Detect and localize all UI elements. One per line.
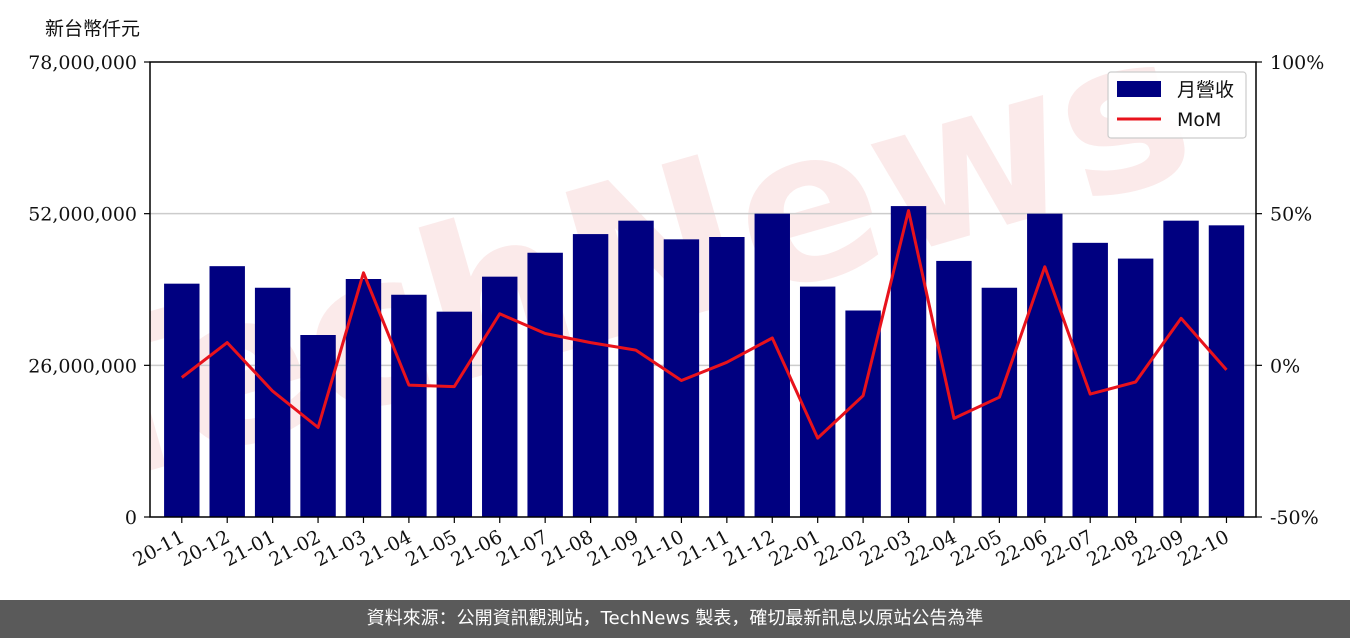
- revenue-bar: [1163, 220, 1199, 517]
- revenue-bar: [527, 252, 563, 517]
- revenue-bar: [709, 237, 745, 517]
- bar-series: [164, 206, 1245, 518]
- left-tick-label: 0: [125, 507, 137, 529]
- revenue-bar: [936, 260, 972, 517]
- revenue-chart: TechNews 026,000,00052,000,00078,000,000…: [28, 52, 1324, 571]
- left-tick-label: 78,000,000: [28, 52, 137, 74]
- revenue-bar: [1117, 258, 1154, 517]
- revenue-bar: [164, 283, 200, 517]
- line-series: [180, 209, 1228, 440]
- legend-label-revenue: 月營收: [1177, 79, 1234, 101]
- right-tick-label: -50%: [1270, 507, 1319, 529]
- right-tick-label: 50%: [1270, 204, 1312, 226]
- x-tick-label: 22-10: [1174, 526, 1233, 571]
- source-footer: 資料來源：公開資訊觀測站，TechNews 製表，確切最新訊息以原站公告為準: [0, 600, 1350, 638]
- left-tick-label: 26,000,000: [28, 355, 137, 377]
- revenue-bar: [345, 279, 382, 517]
- revenue-bar: [391, 294, 427, 517]
- y-axis-unit-label: 新台幣仟元: [45, 18, 141, 40]
- right-tick-label: 100%: [1270, 52, 1324, 74]
- right-tick-label: 0%: [1270, 355, 1300, 377]
- revenue-bar: [1027, 213, 1063, 517]
- revenue-bar: [1072, 242, 1108, 518]
- revenue-bar: [482, 276, 518, 517]
- legend-bar-swatch: [1117, 81, 1161, 97]
- mom-line: [180, 209, 1228, 440]
- revenue-bar: [890, 206, 927, 518]
- revenue-bar: [799, 286, 836, 517]
- revenue-bar: [1208, 225, 1245, 518]
- plot-frame: [149, 61, 1257, 518]
- revenue-bar: [572, 234, 609, 518]
- revenue-bar: [436, 311, 473, 517]
- legend-label-mom: MoM: [1177, 109, 1221, 131]
- legend: 月營收 MoM: [1107, 71, 1247, 139]
- left-tick-label: 52,000,000: [28, 204, 137, 226]
- revenue-bar: [663, 239, 700, 518]
- revenue-bar: [618, 220, 654, 517]
- revenue-bar: [209, 266, 245, 517]
